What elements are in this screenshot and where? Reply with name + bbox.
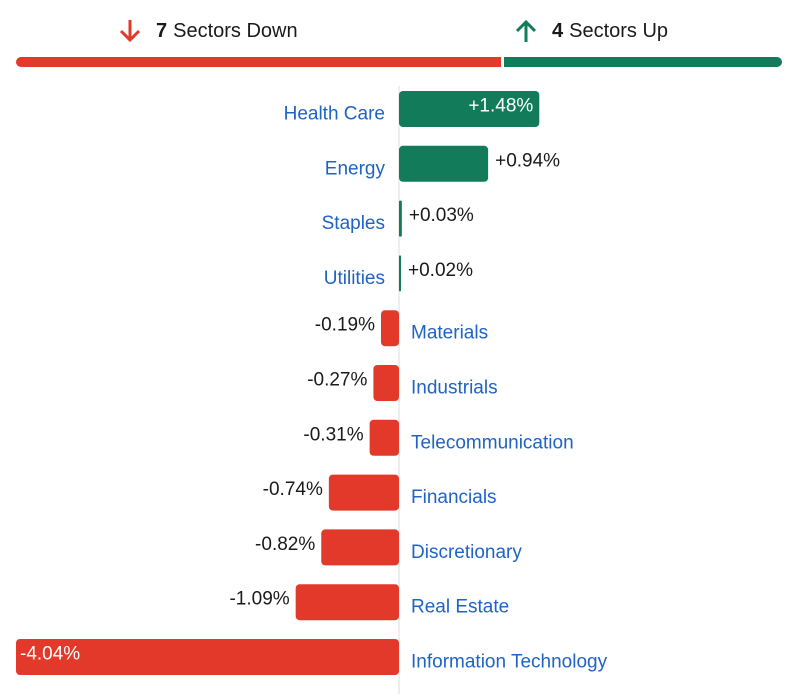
bar-telecommunication [369,419,399,456]
sectors-up-count: 4 [552,19,564,42]
sectors-down-summary: 7 Sectors Down [118,18,298,44]
arrow-down-icon [119,20,141,43]
value-label-materials: -0.19% [315,315,375,336]
category-label-materials[interactable]: Materials [411,323,488,344]
value-label-staples: +0.03% [409,205,474,226]
bar-real-estate [295,584,399,621]
bar-health-care [399,91,540,127]
value-label-real-estate: -1.09% [229,589,289,610]
value-label-discretionary: -0.82% [255,534,315,555]
value-label-telecommunication: -0.31% [303,424,363,445]
value-label-industrials: -0.27% [307,370,367,391]
bar-energy [399,145,489,182]
category-label-information-technology[interactable]: Information Technology [411,652,608,673]
bar-staples [399,200,402,237]
category-label-health-care[interactable]: Health Care [284,104,385,125]
value-label-energy: +0.94% [495,150,560,171]
sectors-up-summary: 4 Sectors Up [514,18,668,44]
sector-summary: 7 Sectors Down 4 Sectors Up [0,0,802,75]
bar-discretionary [321,529,399,566]
value-label-financials: -0.74% [263,479,323,500]
category-label-industrials[interactable]: Industrials [411,378,498,399]
category-label-discretionary[interactable]: Discretionary [411,542,522,563]
category-label-financials[interactable]: Financials [411,487,497,508]
category-label-real-estate[interactable]: Real Estate [411,597,509,618]
bar-financials [328,474,399,511]
category-label-energy[interactable]: Energy [325,158,386,179]
bar-utilities [399,255,401,292]
category-label-utilities[interactable]: Utilities [324,268,385,289]
sectors-up-text: Sectors Up [569,19,669,42]
arrow-up-icon [515,19,537,42]
category-label-staples[interactable]: Staples [322,213,385,234]
category-label-telecommunication[interactable]: Telecommunication [411,432,574,453]
value-label-information-technology: -4.04% [20,644,80,665]
sectors-down-text: Sectors Down [173,19,298,42]
value-label-health-care: +1.48% [468,96,533,117]
sectors-down-bar [16,57,501,67]
value-label-utilities: +0.02% [408,260,473,281]
bar-information-technology [16,639,399,675]
sectors-down-count: 7 [156,19,168,42]
bar-industrials [373,365,399,401]
sector-performance-chart: Health Care +1.48% Energy +0.94% Staples +0.0… [16,86,608,694]
sectors-up-bar [504,57,782,67]
bar-materials [380,310,399,347]
